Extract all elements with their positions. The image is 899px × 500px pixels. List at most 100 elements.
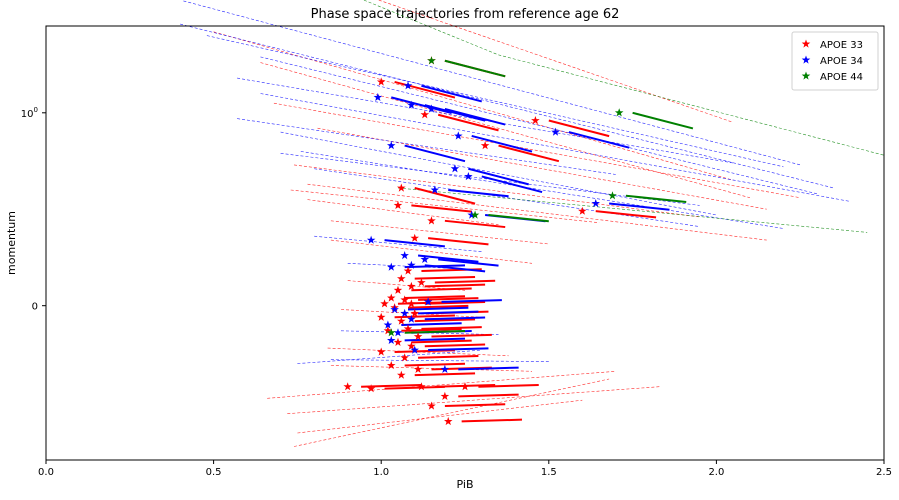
trajectory-line [206,35,784,168]
star-marker [376,77,386,86]
trajectory-line [340,330,499,335]
star-marker [387,262,396,271]
x-tick-label: 1.5 [541,467,557,478]
star-marker [373,92,383,101]
trajectory-segment [595,210,657,219]
trajectory-line [330,220,549,245]
series-0-trajectories [213,0,801,447]
trajectory-line [180,23,834,189]
trajectory-segment [488,214,549,223]
trajectory-line [293,378,610,447]
trajectory-line [280,131,717,216]
trajectory-line [377,0,734,123]
star-marker [393,200,403,209]
plot-area [180,0,885,447]
trajectory-segment [407,306,469,311]
trajectory-line [237,118,616,175]
star-marker [397,316,406,325]
star-marker [380,299,389,308]
legend-label: APOE 44 [820,72,863,83]
series-1-segments [384,84,670,371]
star-marker [410,233,419,242]
star-marker [387,328,396,337]
trajectory-segment [404,144,466,163]
x-tick-label: 1.0 [373,467,389,478]
trajectory-segment [478,383,539,388]
star-marker [420,254,430,263]
star-marker [387,293,396,302]
legend: APOE 33 APOE 34 APOE 44 [791,31,879,91]
legend-marker [801,39,811,48]
star-marker [608,191,617,200]
trajectory-segment [394,314,455,319]
trajectory-segment [437,113,499,132]
star-marker [413,364,423,373]
x-axis: 0.0 0.5 1.0 1.5 2.0 2.5 [38,460,892,478]
trajectory-segment [434,279,496,284]
trajectory-segment [444,403,506,407]
star-marker [407,299,416,308]
trajectory-segment [632,111,694,130]
y-axis-label: momentum [5,211,18,275]
trajectory-segment [404,295,466,299]
trajectory-line [287,386,660,414]
legend-marker [801,71,811,80]
star-marker [407,281,416,290]
trajectory-line [314,235,482,252]
trajectory-segment [461,418,523,423]
star-marker [387,335,396,344]
trajectory-segment [421,84,483,103]
trajectory-segment [414,187,476,205]
plot-frame [45,25,885,461]
trajectory-line [307,183,767,241]
star-marker [397,370,406,379]
star-marker [450,164,460,173]
trajectory-segment [448,188,509,198]
star-marker [400,353,409,362]
trajectory-segment [424,283,486,288]
trajectory-segment [424,316,486,321]
star-marker [410,345,419,354]
star-marker [387,141,396,150]
trajectory-segment [481,175,543,194]
trajectory-line [297,399,583,434]
trajectory-segment [609,202,670,211]
trajectory-segment [407,304,469,309]
trajectory-line [300,151,784,229]
star-marker [400,251,409,260]
star-marker [410,308,419,317]
trajectory-line [260,93,851,202]
trajectory-line [362,0,885,156]
trajectory-segment [468,167,529,186]
trajectory-segment [438,258,499,267]
trajectory-segment [404,329,466,334]
trajectory-segment [424,343,486,348]
star-marker [397,183,406,192]
trajectory-segment [414,372,476,377]
trajectory-segment [411,287,472,292]
series-2-segments [404,59,694,334]
star-marker [393,337,403,346]
trajectory-line [293,164,700,218]
star-marker [387,361,396,370]
trajectory-line [330,239,533,264]
trajectory-segment [401,322,462,326]
trajectory-segment [384,239,445,248]
star-marker [390,305,399,314]
legend-label: APOE 33 [820,40,863,51]
trajectory-segment [424,264,486,273]
star-marker [470,210,480,219]
x-tick-label: 0.5 [206,467,222,478]
star-marker [454,131,463,140]
star-marker [400,308,409,317]
star-marker [420,110,430,119]
star-marker [417,382,426,391]
x-axis-label: PiB [457,478,474,491]
star-marker [407,260,416,269]
star-marker [413,332,423,341]
series-2-points [387,56,624,337]
trajectory-segment [418,310,479,315]
trajectory-segment [384,385,445,390]
trajectory-line [340,309,482,318]
star-marker [464,172,473,181]
